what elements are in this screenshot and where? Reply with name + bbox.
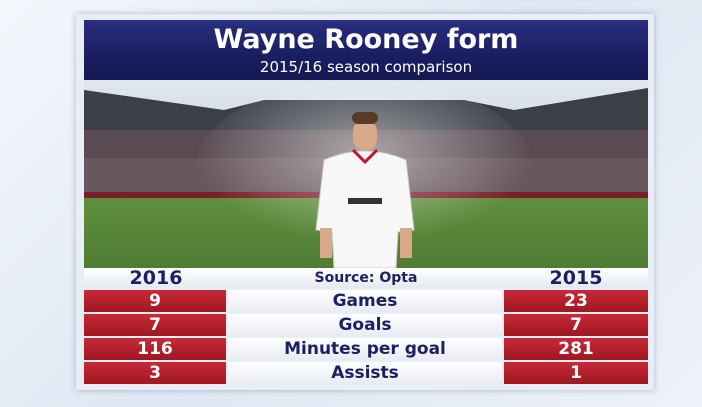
- stat-label: Minutes per goal: [228, 338, 502, 360]
- left-value: 7: [84, 314, 226, 336]
- left-value: 9: [84, 290, 226, 312]
- left-value: 116: [84, 338, 226, 360]
- right-value: 7: [504, 314, 648, 336]
- stats-row: 7 Goals 7: [84, 314, 648, 336]
- source: Source: Opta: [314, 270, 418, 286]
- right-value: 23: [504, 290, 648, 312]
- stats-row: 3 Assists 1: [84, 362, 648, 384]
- left-season: 2016: [129, 267, 183, 289]
- subtitle: 2015/16 season comparison: [259, 58, 473, 76]
- player-figure: [315, 112, 415, 268]
- right-season: 2015: [549, 267, 603, 289]
- stat-label: Goals: [228, 314, 502, 336]
- title-bar: Wayne Rooney form 2015/16 season compari…: [84, 20, 648, 80]
- title: Wayne Rooney form: [213, 24, 519, 55]
- right-value: 281: [504, 338, 648, 360]
- stadium-image: [84, 80, 648, 268]
- column-header-row: 2016 Source: Opta 2015: [84, 268, 648, 288]
- right-value: 1: [504, 362, 648, 384]
- stats-row: 9 Games 23: [84, 290, 648, 312]
- stat-label: Games: [228, 290, 502, 312]
- stats-row: 116 Minutes per goal 281: [84, 338, 648, 360]
- stat-label: Assists: [228, 362, 502, 384]
- left-value: 3: [84, 362, 226, 384]
